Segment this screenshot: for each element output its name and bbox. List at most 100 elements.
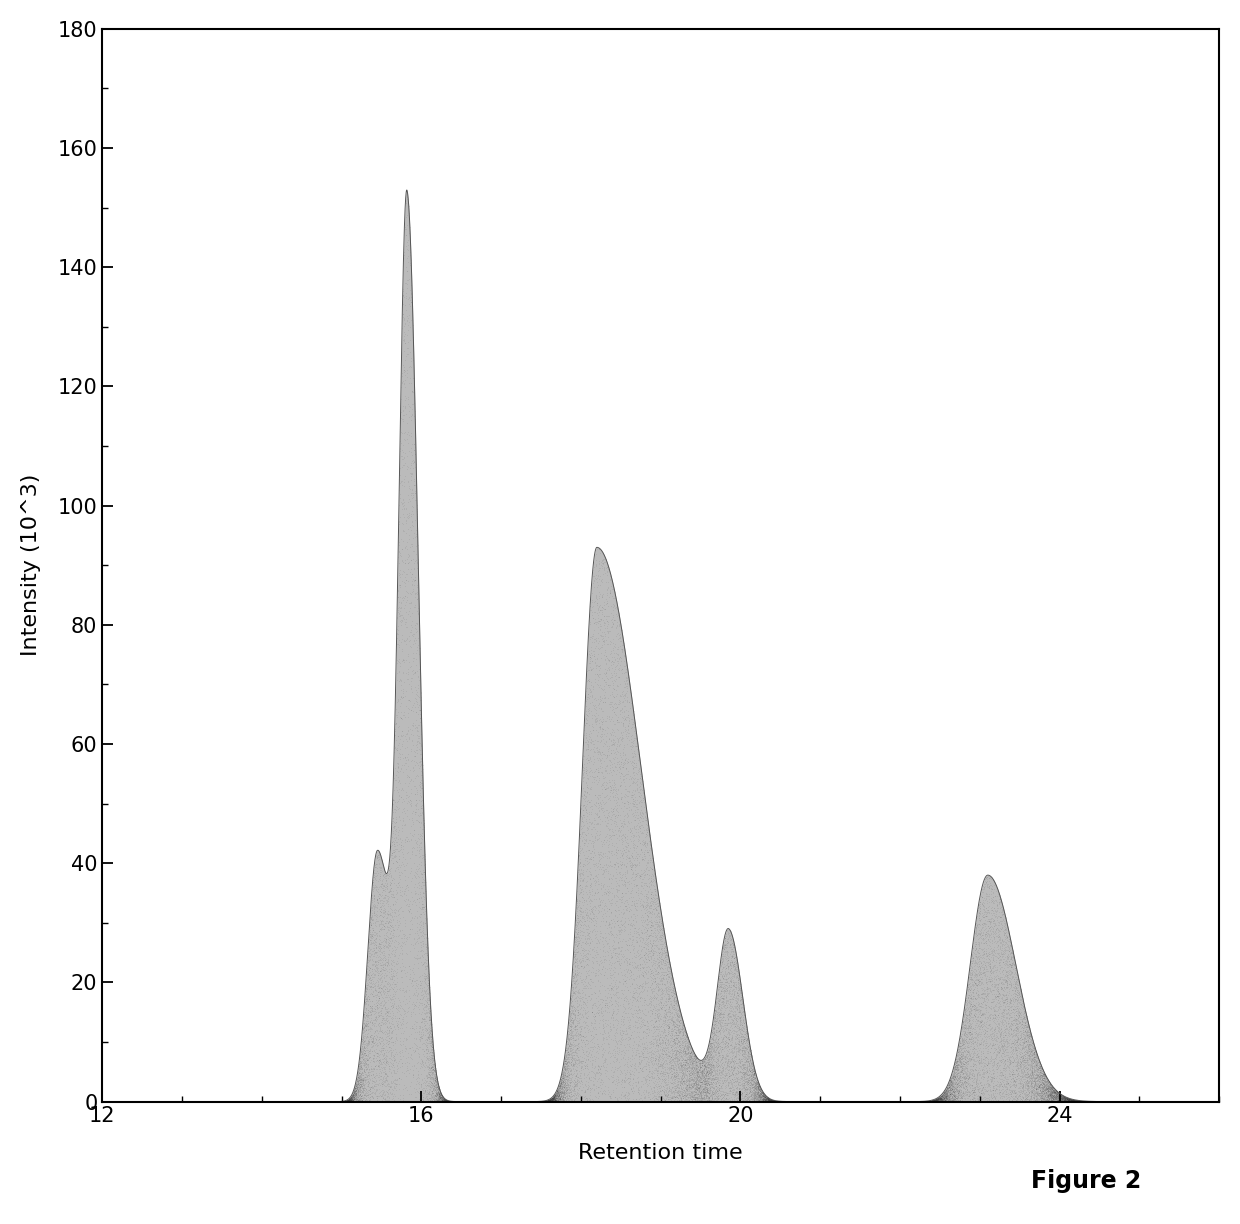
- Point: [662, 1037, 682, 1056]
- Point: [937, 1078, 957, 1098]
- Point: [294, 1092, 314, 1111]
- Point: [332, 1092, 352, 1111]
- Point: [432, 1086, 451, 1105]
- Point: [1028, 1066, 1048, 1086]
- Point: [872, 1092, 892, 1111]
- Point: [451, 1092, 471, 1111]
- Point: [516, 1092, 536, 1111]
- Point: [590, 743, 610, 763]
- Point: [309, 1092, 329, 1111]
- Point: [759, 1092, 779, 1111]
- Point: [1076, 1092, 1096, 1111]
- Point: [174, 1092, 193, 1111]
- Point: [157, 1092, 177, 1111]
- Point: [196, 1092, 216, 1111]
- Point: [118, 1092, 138, 1111]
- Point: [781, 1092, 801, 1111]
- Point: [472, 1092, 492, 1111]
- Point: [838, 1092, 858, 1111]
- Point: [588, 726, 608, 745]
- Point: [1146, 1092, 1166, 1111]
- Point: [474, 1092, 494, 1111]
- Point: [135, 1092, 155, 1111]
- Point: [991, 939, 1011, 958]
- Point: [277, 1092, 296, 1111]
- Point: [145, 1092, 165, 1111]
- Point: [1060, 1091, 1080, 1110]
- Point: [460, 1092, 480, 1111]
- Point: [229, 1092, 249, 1111]
- Point: [415, 1029, 435, 1049]
- Point: [222, 1092, 242, 1111]
- Point: [738, 1023, 758, 1043]
- Point: [982, 942, 1002, 962]
- Point: [115, 1092, 135, 1111]
- Point: [885, 1092, 905, 1111]
- Point: [544, 1091, 564, 1110]
- Point: [852, 1092, 872, 1111]
- Point: [236, 1092, 255, 1111]
- Point: [872, 1092, 892, 1111]
- Point: [603, 614, 622, 634]
- Point: [322, 1092, 342, 1111]
- Point: [1180, 1092, 1200, 1111]
- Point: [779, 1092, 799, 1111]
- Point: [631, 775, 651, 794]
- Point: [799, 1092, 818, 1111]
- Point: [771, 1092, 791, 1111]
- Point: [336, 1092, 356, 1111]
- Point: [794, 1092, 813, 1111]
- Point: [862, 1092, 882, 1111]
- Point: [1002, 1075, 1022, 1094]
- Point: [853, 1092, 873, 1111]
- Point: [295, 1092, 315, 1111]
- Point: [277, 1092, 296, 1111]
- Point: [1107, 1092, 1127, 1111]
- Point: [269, 1092, 289, 1111]
- Point: [193, 1092, 213, 1111]
- Point: [438, 1092, 458, 1111]
- Point: [1194, 1092, 1214, 1111]
- Point: [650, 1056, 670, 1076]
- Point: [520, 1092, 539, 1111]
- Point: [254, 1092, 274, 1111]
- Point: [784, 1092, 804, 1111]
- Point: [112, 1092, 131, 1111]
- Point: [1038, 1076, 1058, 1095]
- Point: [936, 1092, 956, 1111]
- Point: [319, 1092, 339, 1111]
- Point: [374, 955, 394, 974]
- Point: [404, 452, 424, 471]
- Point: [1116, 1092, 1136, 1111]
- Point: [1143, 1092, 1163, 1111]
- Point: [247, 1092, 267, 1111]
- Point: [507, 1092, 527, 1111]
- Point: [1104, 1092, 1123, 1111]
- Point: [1068, 1092, 1087, 1111]
- Point: [176, 1092, 196, 1111]
- Point: [812, 1092, 832, 1111]
- Point: [558, 1034, 578, 1054]
- Point: [875, 1092, 895, 1111]
- Point: [553, 1075, 573, 1094]
- Point: [460, 1092, 480, 1111]
- Point: [676, 1048, 696, 1067]
- Point: [546, 1087, 565, 1106]
- Point: [1096, 1092, 1116, 1111]
- Point: [800, 1092, 820, 1111]
- Point: [1056, 1088, 1076, 1108]
- Point: [249, 1092, 269, 1111]
- Point: [285, 1092, 305, 1111]
- Point: [1070, 1092, 1090, 1111]
- Point: [662, 1028, 682, 1048]
- Point: [497, 1092, 517, 1111]
- Point: [1171, 1092, 1190, 1111]
- Point: [712, 1007, 732, 1027]
- Point: [801, 1092, 821, 1111]
- Point: [448, 1092, 467, 1111]
- Point: [830, 1092, 849, 1111]
- Point: [451, 1092, 471, 1111]
- Point: [892, 1092, 911, 1111]
- Point: [149, 1092, 169, 1111]
- Point: [453, 1092, 472, 1111]
